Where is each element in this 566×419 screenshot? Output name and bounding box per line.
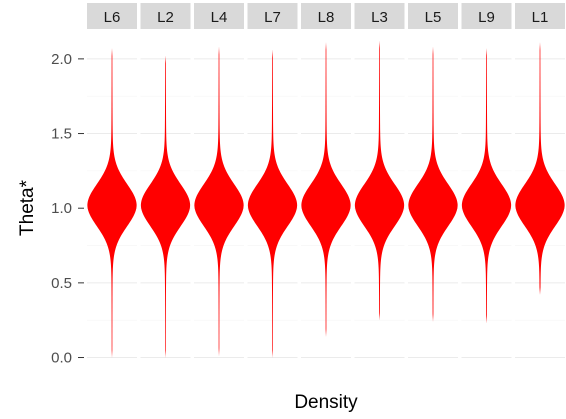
y-tick-label: 2.0	[51, 51, 72, 68]
y-tick-label: 1.5	[51, 126, 72, 143]
y-axis-title: Theta*	[17, 179, 38, 236]
panel-strip-label: L8	[318, 9, 335, 26]
violin-L3	[354, 40, 405, 321]
panel-strips: L6 L2 L4 L7 L8 L3 L5 L9 L1	[87, 3, 565, 29]
x-axis-title: Density	[294, 392, 358, 413]
panel-strip-bg	[247, 3, 298, 29]
panel-strip-bg	[408, 3, 458, 29]
panel-strip-label: L9	[478, 9, 495, 26]
panel-strip-bg	[140, 3, 191, 29]
panel-strip-bg	[515, 3, 565, 29]
panel-strip-label: L3	[371, 9, 388, 26]
panel-strip-label: L6	[104, 9, 121, 26]
y-axis: 0.0 0.5 1.0 1.5 2.0	[51, 51, 84, 367]
violins	[87, 40, 565, 358]
violin-L7	[247, 49, 298, 358]
violin-L8	[301, 42, 351, 337]
violin-L9	[461, 48, 512, 324]
y-tick-label: 0.0	[51, 350, 72, 367]
y-tick-label: 1.0	[51, 200, 72, 217]
panel-strip-label: L2	[157, 9, 174, 26]
panel-strip-label: L4	[211, 9, 228, 26]
panel-strip-bg	[301, 3, 351, 29]
panel-strip-label: L1	[532, 9, 549, 26]
violin-L4	[194, 46, 244, 357]
panel-strip-bg	[461, 3, 512, 29]
panel-strip-bg	[194, 3, 244, 29]
violin-L6	[87, 48, 137, 358]
panel-strip-bg	[354, 3, 405, 29]
y-tick-label: 0.5	[51, 275, 72, 292]
violin-L5	[408, 46, 458, 322]
panel-strip-label: L5	[425, 9, 442, 26]
violin-L1	[515, 42, 565, 295]
violin-L2	[140, 55, 191, 358]
panel-strip-label: L7	[264, 9, 281, 26]
panel-strip-bg	[87, 3, 137, 29]
